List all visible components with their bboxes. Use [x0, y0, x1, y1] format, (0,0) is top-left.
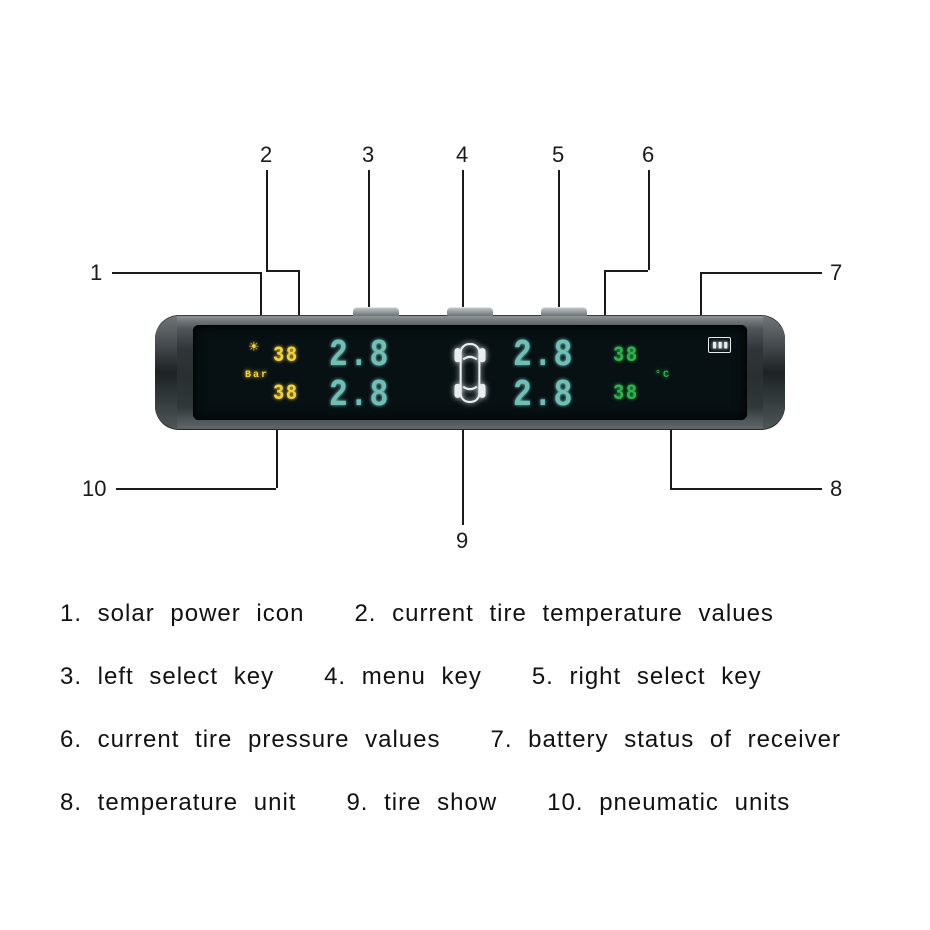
- battery-status-icon: ▮▮▮: [708, 337, 731, 353]
- tire-show-icon: [449, 335, 491, 410]
- solar-power-icon: ☀: [249, 337, 261, 357]
- pneumatic-units-label: Bar: [245, 371, 269, 381]
- device-endcap-right: [763, 317, 785, 428]
- temp-rear-right: 38: [613, 383, 639, 405]
- diagram-canvas: 1 2 3 4 5 6 7 8 9 10 ☀: [0, 0, 930, 930]
- pressure-rear-right: 2.8: [513, 377, 574, 415]
- menu-key[interactable]: [447, 307, 493, 316]
- pressure-rear-left: 2.8: [329, 377, 390, 415]
- callout-3: 3: [362, 142, 374, 168]
- legend-item-10: 10. pneumatic units: [547, 789, 790, 817]
- device-endcap-left: [155, 317, 177, 428]
- legend-item-2: 2. current tire temperature values: [354, 600, 774, 628]
- legend-item-5: 5. right select key: [532, 663, 762, 691]
- pressure-front-left: 2.8: [329, 337, 390, 375]
- pressure-front-right: 2.8: [513, 337, 574, 375]
- callout-2: 2: [260, 142, 272, 168]
- callout-9: 9: [456, 528, 468, 554]
- callout-6: 6: [642, 142, 654, 168]
- legend-item-4: 4. menu key: [324, 663, 482, 691]
- temperature-unit-label: °C: [655, 371, 671, 381]
- legend-item-6: 6. current tire pressure values: [60, 726, 440, 754]
- callout-7: 7: [830, 260, 842, 286]
- temp-rear-left: 38: [273, 383, 299, 405]
- lcd-screen: ☀ ▮▮▮ 38 38 Bar 2.8 2.8: [193, 325, 747, 420]
- callout-8: 8: [830, 476, 842, 502]
- legend-item-7: 7. battery status of receiver: [490, 726, 840, 754]
- legend-item-3: 3. left select key: [60, 663, 274, 691]
- tpms-device: ☀ ▮▮▮ 38 38 Bar 2.8 2.8: [155, 315, 785, 430]
- temp-front-left: 38: [273, 345, 299, 367]
- legend-list: 1. solar power icon 2. current tire temp…: [60, 600, 870, 817]
- legend-item-1: 1. solar power icon: [60, 600, 304, 628]
- right-select-key[interactable]: [541, 307, 587, 316]
- left-select-key[interactable]: [353, 307, 399, 316]
- callout-5: 5: [552, 142, 564, 168]
- temp-front-right: 38: [613, 345, 639, 367]
- legend-item-9: 9. tire show: [346, 789, 497, 817]
- callout-1: 1: [90, 260, 102, 286]
- legend-item-8: 8. temperature unit: [60, 789, 296, 817]
- callout-10: 10: [82, 476, 106, 502]
- callout-4: 4: [456, 142, 468, 168]
